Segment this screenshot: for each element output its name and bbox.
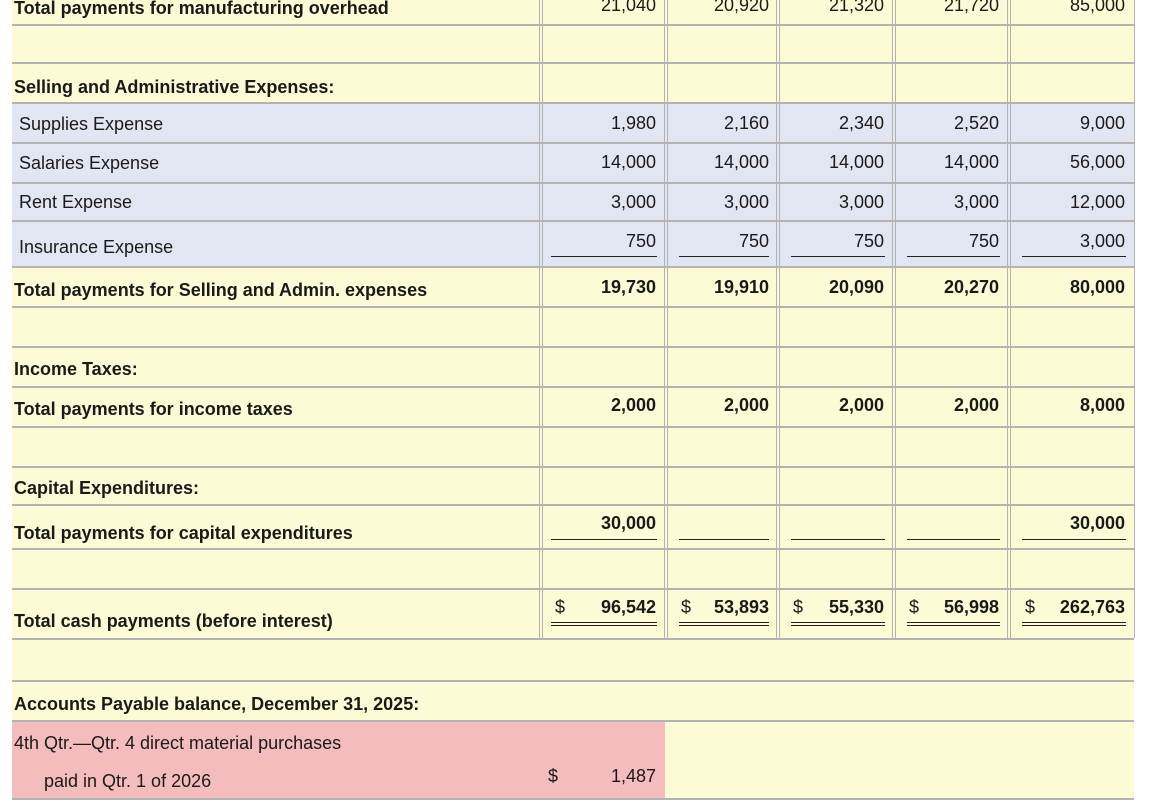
insurance-q3: 750 [853,231,884,251]
supplies-label: Supplies Expense [19,114,164,134]
overhead-year: 85,000 [1069,0,1125,15]
ap-line2: paid in Qtr. 1 of 2026 [44,771,212,791]
insurance-q1: 750 [625,231,656,251]
ap-line1: 4th Qtr.—Qtr. 4 direct material purchase… [14,733,342,753]
selling-total-label: Total payments for Selling and Admin. ex… [14,280,428,300]
rent-q1: 3,000 [610,192,656,212]
rent-year: 12,000 [1069,192,1125,212]
selling-total-q2: 19,910 [713,277,769,297]
ap-heading-row [12,682,1134,720]
overhead-q4: 21,720 [943,0,999,15]
capital-heading-row [12,468,1134,504]
supplies-row [12,104,1134,142]
total-cash-label: Total cash payments (before interest) [14,611,333,631]
income-taxes-total-row [12,388,1134,426]
insurance-year: 3,000 [1079,231,1125,251]
income-taxes-total-label: Total payments for income taxes [14,399,293,419]
salaries-year: 56,000 [1069,152,1125,172]
income-taxes-year: 8,000 [1079,395,1125,415]
supplies-q2: 2,160 [723,113,769,133]
total-cash-q1: 96,542 [600,597,656,617]
insurance-row [12,222,1134,266]
ap-currency: $ [548,766,559,786]
selling-heading: Selling and Administrative Expenses: [14,77,335,97]
income-taxes-heading-row [12,348,1134,386]
insurance-q2: 750 [738,231,769,251]
rent-label: Rent Expense [19,192,133,212]
spacer-row [12,550,1134,588]
spacer-row [12,26,1134,62]
insurance-label: Insurance Expense [19,237,174,257]
total-cash-currency-q4: $ [909,597,920,617]
salaries-q2: 14,000 [713,152,769,172]
income-taxes-heading: Income Taxes: [14,359,138,379]
total-cash-q4: 56,998 [943,597,999,617]
total-cash-q2: 53,893 [713,597,769,617]
supplies-q4: 2,520 [953,113,999,133]
capital-total-row [12,506,1134,548]
supplies-q1: 1,980 [610,113,656,133]
income-taxes-q2: 2,000 [723,395,769,415]
salaries-label: Salaries Expense [19,153,160,173]
capital-q1: 30,000 [600,513,656,533]
total-cash-row [12,590,1134,638]
spacer-row [12,640,1134,680]
rent-q3: 3,000 [838,192,884,212]
supplies-year: 9,000 [1079,113,1125,133]
salaries-q3: 14,000 [828,152,884,172]
rent-q4: 3,000 [953,192,999,212]
salaries-row [12,144,1134,182]
overhead-q2: 20,920 [713,0,769,15]
capital-year: 30,000 [1069,513,1125,533]
ap-q4-amount: 1,487 [610,766,656,786]
rent-row [12,184,1134,220]
salaries-q1: 14,000 [600,152,656,172]
spacer-row [12,308,1134,346]
spacer-row [12,428,1134,466]
total-cash-currency-q1: $ [555,597,566,617]
overhead-q3: 21,320 [828,0,884,15]
supplies-q3: 2,340 [838,113,884,133]
total-cash-year: 262,763 [1059,597,1125,617]
capital-heading: Capital Expenditures: [14,478,200,498]
total-cash-currency-q2: $ [681,597,692,617]
salaries-q4: 14,000 [943,152,999,172]
income-taxes-q4: 2,000 [953,395,999,415]
selling-total-q3: 20,090 [828,277,884,297]
overhead-q1: 21,040 [600,0,656,15]
selling-total-q1: 19,730 [600,277,656,297]
income-taxes-q1: 2,000 [610,395,656,415]
total-cash-currency-q3: $ [793,597,804,617]
total-cash-q3: 55,330 [828,597,884,617]
overhead-total-row [12,0,1134,24]
selling-total-q4: 20,270 [943,277,999,297]
selling-heading-row [12,64,1134,102]
selling-total-year: 80,000 [1069,277,1125,297]
ap-heading: Accounts Payable balance, December 31, 2… [14,694,420,714]
ap-detail-pink-area [12,722,665,798]
rent-q2: 3,000 [723,192,769,212]
selling-total-row [12,268,1134,306]
total-cash-currency-year: $ [1025,597,1036,617]
overhead-total-label: Total payments for manufacturing overhea… [14,0,389,18]
capital-total-label: Total payments for capital expenditures [14,523,353,543]
insurance-q4: 750 [968,231,999,251]
income-taxes-q3: 2,000 [838,395,884,415]
